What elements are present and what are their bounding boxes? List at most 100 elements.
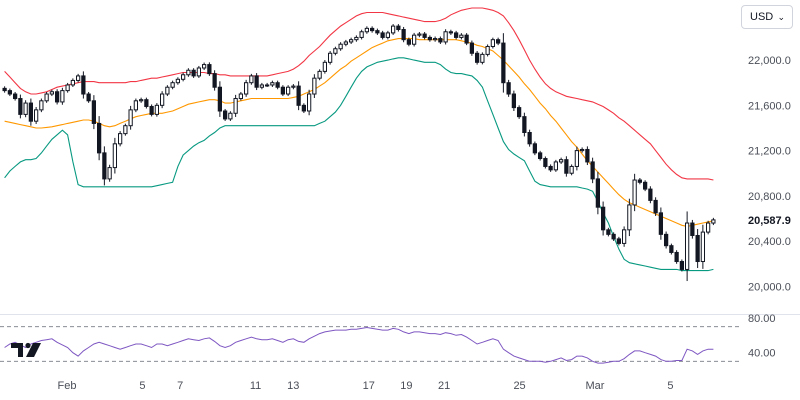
candle <box>522 112 527 137</box>
candle <box>285 85 291 97</box>
candle-body <box>149 105 154 115</box>
candle <box>259 82 265 90</box>
candle <box>527 129 532 147</box>
candle <box>18 94 23 119</box>
candle-body <box>186 69 191 76</box>
candle-body <box>606 229 611 235</box>
rsi-tick-label: 80.00 <box>748 313 776 325</box>
candle-body <box>417 33 422 36</box>
price-tick-label: 20,400.0 <box>748 236 791 248</box>
currency-selector[interactable]: USD ⌄ <box>741 5 793 29</box>
candle-body <box>144 99 149 107</box>
candle <box>86 91 91 103</box>
candle-body <box>65 84 70 92</box>
candle-body <box>690 222 695 236</box>
candle <box>516 105 522 119</box>
candle-body <box>422 33 427 38</box>
candle <box>543 156 548 169</box>
candle-body <box>380 32 385 38</box>
candle <box>228 111 233 121</box>
candle <box>317 69 322 81</box>
candle <box>44 91 49 103</box>
candle <box>2 86 7 93</box>
candle-body <box>128 109 133 127</box>
candle-body <box>96 122 102 154</box>
candle <box>401 26 406 43</box>
candle <box>133 98 139 113</box>
price-tick-label: 22,000.0 <box>748 55 791 67</box>
candle-body <box>312 77 317 95</box>
candle-body <box>12 93 18 100</box>
candle-body <box>411 34 417 45</box>
candle <box>375 28 380 35</box>
time-axis: Feb 5 7 11 13 17 19 21 25 Mar 5 <box>58 380 674 392</box>
candle-body <box>632 179 637 206</box>
candle-body <box>711 219 716 224</box>
bollinger-bands <box>4 7 714 272</box>
candle-body <box>343 41 349 45</box>
candle <box>275 80 280 90</box>
candle-body <box>285 86 291 95</box>
candle <box>338 42 343 51</box>
candle-body <box>354 36 359 41</box>
candle <box>107 164 112 182</box>
candle-body <box>506 82 511 95</box>
candle-body <box>54 91 60 103</box>
candle <box>700 224 706 269</box>
candle-body <box>175 78 181 84</box>
candle <box>411 32 417 47</box>
candle <box>485 44 490 57</box>
candle-body <box>364 27 370 33</box>
candle-body <box>291 85 296 88</box>
candle-body <box>495 39 501 44</box>
time-tick-label: 5 <box>139 380 145 392</box>
candle <box>558 157 564 164</box>
candle-body <box>369 27 375 32</box>
candle-body <box>543 158 548 167</box>
candle <box>138 97 144 103</box>
candle-body <box>70 79 76 86</box>
rsi-line <box>4 326 714 364</box>
candle <box>548 164 553 172</box>
candle-body <box>86 93 91 102</box>
candle <box>600 201 606 236</box>
candle <box>28 98 34 126</box>
candle <box>207 62 212 76</box>
candle-body <box>432 38 438 41</box>
price-tick-label: 20,800.0 <box>748 191 791 203</box>
candle <box>464 33 469 46</box>
candle <box>359 29 364 40</box>
candle-body <box>532 143 538 154</box>
candle <box>117 131 123 147</box>
candle <box>270 80 275 87</box>
candle-body <box>180 74 186 80</box>
candle <box>75 73 81 83</box>
candle <box>254 73 259 91</box>
candle <box>280 85 286 97</box>
candle-body <box>669 245 674 253</box>
candle <box>432 36 438 42</box>
candle-body <box>396 25 401 31</box>
candle <box>653 197 658 216</box>
candle <box>159 91 165 109</box>
candle <box>222 108 228 121</box>
candle <box>674 250 679 264</box>
candle-body <box>658 212 664 235</box>
candle <box>39 98 44 113</box>
candle-body <box>516 107 522 118</box>
candle-body <box>23 102 28 115</box>
candle <box>501 33 506 93</box>
candle-body <box>301 104 307 112</box>
candle-body <box>327 52 333 63</box>
candle <box>553 159 559 172</box>
candle-body <box>501 42 506 84</box>
candle-body <box>448 31 454 34</box>
candle-body <box>600 206 606 231</box>
candle <box>348 37 354 44</box>
candle-body <box>595 178 601 208</box>
candle-body <box>359 31 364 38</box>
time-tick-label: 19 <box>400 380 412 392</box>
candle <box>448 29 454 35</box>
tradingview-logo-icon[interactable] <box>11 340 43 360</box>
